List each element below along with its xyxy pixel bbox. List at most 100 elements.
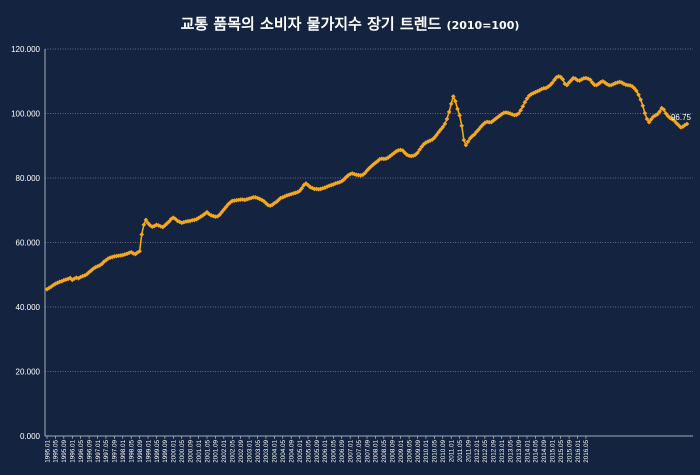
data-point bbox=[301, 182, 307, 188]
data-point bbox=[375, 158, 380, 164]
data-point bbox=[638, 97, 643, 102]
data-point bbox=[423, 140, 429, 145]
y-tick-label: 20.000 bbox=[16, 368, 41, 377]
data-point bbox=[263, 200, 269, 206]
x-tick-label: 2002.01 bbox=[221, 440, 228, 463]
data-point bbox=[446, 109, 452, 115]
data-point bbox=[177, 219, 182, 225]
x-tick-label: 1996.05 bbox=[78, 440, 85, 463]
data-point bbox=[219, 209, 225, 215]
data-point bbox=[455, 106, 460, 112]
data-point bbox=[392, 150, 397, 156]
x-tick-label: 2015.01 bbox=[550, 440, 557, 463]
data-point bbox=[145, 220, 151, 226]
data-point bbox=[120, 252, 126, 258]
data-point bbox=[128, 249, 134, 255]
data-point bbox=[678, 125, 683, 130]
x-tick-label: 2006.09 bbox=[339, 440, 346, 463]
data-point bbox=[592, 82, 597, 88]
x-tick-label: 2015.05 bbox=[558, 440, 565, 463]
data-point bbox=[206, 211, 212, 217]
data-point bbox=[442, 121, 448, 127]
y-tick-label: 40.000 bbox=[16, 303, 41, 312]
data-point bbox=[474, 129, 479, 135]
data-point bbox=[69, 277, 75, 283]
data-point bbox=[465, 139, 471, 144]
x-tick-label: 2013.01 bbox=[499, 440, 506, 463]
x-tick-label: 2004.01 bbox=[272, 440, 279, 463]
data-point bbox=[354, 172, 359, 178]
data-point bbox=[154, 222, 159, 228]
data-point bbox=[419, 144, 425, 150]
data-point bbox=[448, 101, 454, 107]
y-tick-label: 60.000 bbox=[16, 239, 41, 248]
data-point bbox=[282, 194, 288, 199]
data-point bbox=[44, 286, 50, 292]
data-point bbox=[672, 118, 677, 123]
data-point bbox=[257, 196, 262, 202]
data-point bbox=[269, 202, 275, 208]
x-tick-label: 2016.05 bbox=[583, 440, 590, 463]
data-point bbox=[278, 195, 283, 201]
x-tick-label: 2013.09 bbox=[516, 440, 523, 463]
data-point bbox=[640, 103, 646, 109]
data-point bbox=[552, 77, 557, 83]
x-tick-label: 2002.05 bbox=[230, 440, 237, 463]
data-point bbox=[383, 156, 389, 161]
x-tick-label: 2009.01 bbox=[398, 440, 405, 463]
x-tick-label: 2010.01 bbox=[423, 440, 430, 463]
data-point bbox=[198, 214, 203, 219]
data-point bbox=[617, 79, 622, 85]
data-point bbox=[335, 180, 340, 186]
x-tick-label: 2005.01 bbox=[297, 440, 304, 463]
data-point bbox=[295, 189, 300, 195]
data-point bbox=[109, 254, 115, 260]
data-point bbox=[324, 184, 330, 190]
data-point bbox=[160, 224, 166, 230]
data-point bbox=[642, 110, 648, 116]
x-tick-label: 2014.01 bbox=[524, 440, 531, 463]
data-point bbox=[651, 114, 656, 120]
x-tick-label: 1995.09 bbox=[61, 440, 68, 463]
x-tick-label: 2001.01 bbox=[196, 440, 203, 463]
data-point bbox=[518, 107, 523, 113]
data-point bbox=[175, 218, 180, 224]
data-point bbox=[549, 80, 555, 86]
data-point bbox=[472, 132, 477, 137]
x-tick-label: 2012.09 bbox=[491, 440, 498, 463]
data-point bbox=[139, 232, 145, 237]
data-point bbox=[379, 156, 385, 161]
data-point bbox=[457, 113, 462, 118]
data-point bbox=[381, 156, 387, 162]
x-tick-label: 2003.09 bbox=[263, 440, 270, 463]
x-tick-label: 2012.05 bbox=[482, 440, 489, 463]
data-point bbox=[202, 211, 208, 217]
x-tick-label: 1998.01 bbox=[120, 440, 127, 463]
data-point bbox=[80, 273, 86, 279]
x-tick-label: 2004.09 bbox=[289, 440, 296, 463]
data-point bbox=[480, 122, 486, 128]
data-point bbox=[316, 186, 321, 192]
data-point bbox=[655, 111, 660, 117]
x-tick-label: 2005.05 bbox=[305, 440, 312, 463]
x-tick-label: 2007.05 bbox=[356, 440, 363, 463]
data-point bbox=[339, 178, 345, 184]
data-point bbox=[303, 181, 309, 186]
y-tick-label: 100.000 bbox=[11, 110, 40, 119]
data-point bbox=[352, 171, 357, 177]
data-point bbox=[377, 156, 382, 162]
data-point bbox=[320, 186, 326, 191]
end-value-label: 96.75 bbox=[671, 113, 692, 122]
x-tick-label: 1999.05 bbox=[154, 440, 161, 463]
data-point bbox=[396, 147, 401, 153]
data-point bbox=[229, 198, 235, 204]
data-point bbox=[512, 112, 517, 118]
data-point bbox=[501, 110, 507, 116]
data-point bbox=[632, 86, 637, 91]
data-point bbox=[137, 248, 142, 254]
data-point bbox=[429, 137, 435, 142]
data-point bbox=[648, 117, 654, 122]
data-point bbox=[261, 198, 267, 204]
data-point bbox=[143, 217, 149, 223]
data-point bbox=[644, 116, 650, 122]
